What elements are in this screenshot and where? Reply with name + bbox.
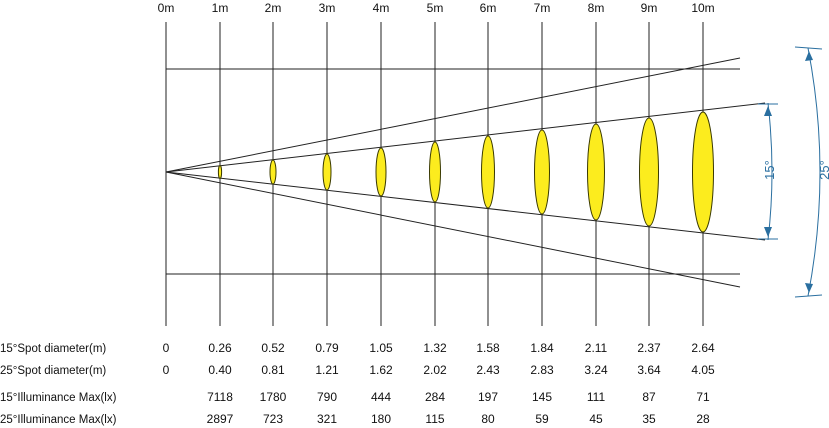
table-cell: 444: [371, 390, 391, 404]
angle-arc-25: [807, 47, 821, 297]
distance-label-6: 6m: [480, 1, 497, 15]
table-cell: 0.79: [315, 341, 339, 355]
distance-label-1: 1m: [212, 1, 229, 15]
row-label: 15°Illuminance Max(lx): [0, 392, 117, 404]
table-row: 25°Spot diameter(m) 0 0.40 0.81 1.21 1.6…: [0, 363, 715, 377]
table-cell: 2.11: [585, 341, 608, 355]
table-cell: 1.21: [315, 363, 339, 377]
data-table: 15°Spot diameter(m) 0 0.26 0.52 0.79 1.0…: [0, 341, 715, 426]
angle-labels: 15° 25°: [762, 160, 829, 180]
angle-arrow-25-top-icon: [805, 51, 813, 61]
distance-labels: 0m 1m 2m 3m 4m 5m 6m 7m 8m 9m 10m: [158, 1, 715, 15]
spot-7m: [534, 129, 550, 215]
spot-3m: [322, 153, 332, 191]
table-cell: 790: [317, 390, 337, 404]
angle-label-15: 15°: [762, 160, 777, 180]
beam-edges: [165, 57, 766, 288]
table-cell: 1.58: [476, 341, 500, 355]
table-cell: 3.64: [637, 363, 661, 377]
distance-label-3: 3m: [319, 1, 336, 15]
angle-arrow-25-bottom-icon: [805, 283, 813, 293]
spot-8m: [587, 123, 605, 221]
table-cell: 111: [587, 390, 606, 404]
table-cell: 145: [532, 390, 552, 404]
table-cell: 87: [642, 390, 656, 404]
table-cell: 2897: [207, 412, 234, 426]
beam-edge-15-lower: [165, 171, 766, 241]
table-cell: 0: [163, 341, 170, 355]
angle-arrow-15-top-icon: [764, 106, 772, 116]
light-spots: [217, 111, 714, 233]
distance-label-8: 8m: [588, 1, 605, 15]
table-cell: 28: [696, 412, 710, 426]
beam-edge-25-upper: [165, 57, 741, 173]
distance-label-2: 2m: [265, 1, 282, 15]
spot-4m: [375, 147, 387, 197]
table-cell: 1.05: [369, 341, 393, 355]
table-cell: 1780: [260, 390, 287, 404]
table-cell: 0.52: [261, 341, 285, 355]
table-cell: 1.84: [530, 341, 554, 355]
distance-label-9: 9m: [641, 1, 658, 15]
row-label: 15°Spot diameter(m): [0, 343, 106, 355]
table-cell: 2.83: [530, 363, 554, 377]
table-cell: 180: [371, 412, 391, 426]
angle-tick-25-top: [794, 46, 823, 50]
spot-9m: [639, 117, 659, 227]
table-cell: 0.40: [208, 363, 232, 377]
spot-10m: [692, 111, 714, 233]
table-cell: 0.81: [261, 363, 285, 377]
table-cell: 3.24: [584, 363, 608, 377]
table-cell: 80: [481, 412, 495, 426]
table-cell: 0: [163, 363, 170, 377]
table-cell: 2.64: [691, 341, 715, 355]
table-cell: 0.26: [208, 341, 232, 355]
row-label: 25°Illuminance Max(lx): [0, 414, 117, 426]
table-cell: 115: [425, 412, 444, 426]
table-cell: 321: [317, 412, 337, 426]
table-cell: 59: [535, 412, 549, 426]
table-row: 15°Illuminance Max(lx) 7118 1780 790 444…: [0, 390, 710, 404]
table-cell: 284: [425, 390, 445, 404]
table-row: 15°Spot diameter(m) 0 0.26 0.52 0.79 1.0…: [0, 341, 715, 355]
table-cell: 197: [478, 390, 498, 404]
table-cell: 2.37: [637, 341, 661, 355]
angle-tick-25-bottom: [794, 294, 823, 298]
beam-edge-15-upper: [165, 102, 766, 173]
distance-label-4: 4m: [373, 1, 390, 15]
distance-label-7: 7m: [534, 1, 551, 15]
table-cell: 2.43: [476, 363, 500, 377]
spot-6m: [481, 135, 495, 209]
table-cell: 2.02: [423, 363, 447, 377]
table-cell: 71: [696, 390, 710, 404]
distance-label-0: 0m: [158, 1, 175, 15]
table-cell: 4.05: [691, 363, 715, 377]
row-label: 25°Spot diameter(m): [0, 365, 106, 377]
spot-1m: [217, 165, 223, 179]
angle-arc-15: [767, 102, 773, 241]
spot-2m: [269, 159, 277, 185]
distance-label-5: 5m: [427, 1, 444, 15]
table-cell: 1.32: [423, 341, 447, 355]
angle-markers: [758, 46, 823, 298]
table-cell: 45: [589, 412, 603, 426]
table-cell: 723: [263, 412, 283, 426]
angle-arrow-15-bottom-icon: [764, 227, 772, 237]
table-cell: 35: [642, 412, 656, 426]
table-cell: 7118: [207, 390, 233, 404]
table-cell: 1.62: [369, 363, 393, 377]
beam-edge-25-lower: [165, 171, 741, 288]
spot-5m: [429, 141, 441, 203]
distance-label-10: 10m: [691, 1, 714, 15]
table-row: 25°Illuminance Max(lx) 2897 723 321 180 …: [0, 412, 710, 426]
angle-label-25: 25°: [817, 160, 829, 180]
